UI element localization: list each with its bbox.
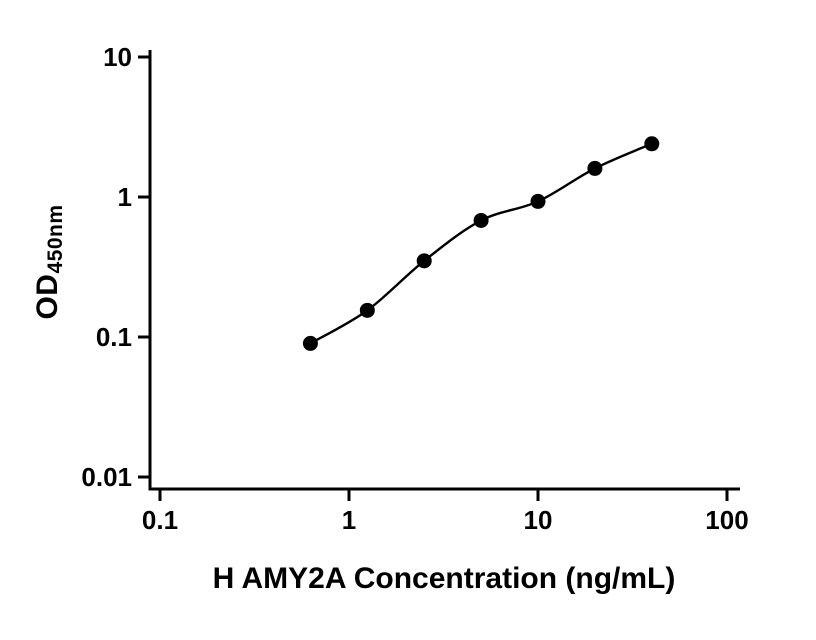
x-tick-label: 10 <box>524 505 553 535</box>
y-axis-title-text: OD <box>31 273 64 320</box>
y-tick-label: 0.01 <box>81 462 132 492</box>
y-tick-label: 1 <box>118 182 132 212</box>
x-tick-label: 1 <box>342 505 356 535</box>
data-point <box>416 253 432 269</box>
data-point <box>644 136 660 152</box>
y-axis-title: OD450nm <box>28 112 68 412</box>
y-tick-label: 0.1 <box>96 322 132 352</box>
data-point <box>302 335 318 351</box>
x-tick-label: 0.1 <box>142 505 178 535</box>
data-point <box>587 160 603 176</box>
y-tick-label: 10 <box>103 42 132 72</box>
data-point <box>359 302 375 318</box>
data-point <box>473 212 489 228</box>
x-axis-title: H AMY2A Concentration (ng/mL) <box>212 562 676 595</box>
y-axis-title-subscript: 450nm <box>44 204 67 274</box>
data-point <box>530 193 546 209</box>
x-tick-label: 100 <box>705 505 748 535</box>
